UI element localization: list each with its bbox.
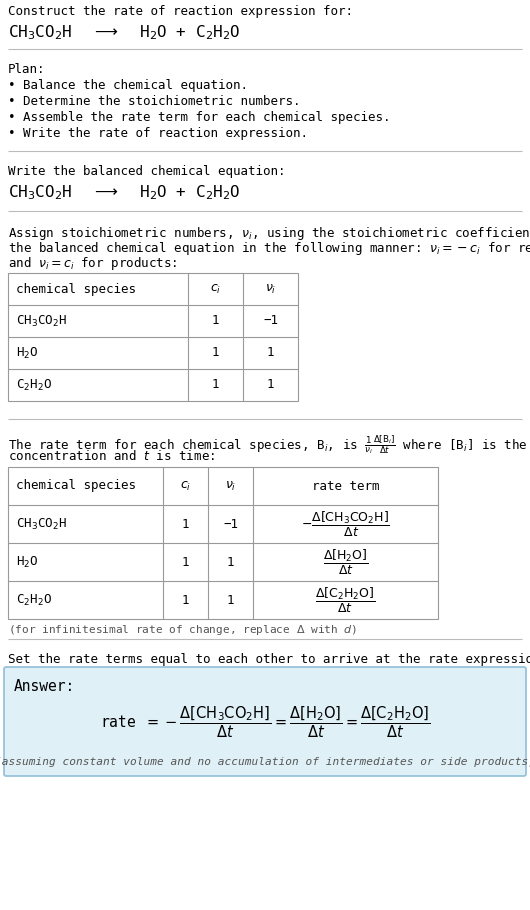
Text: 1: 1 bbox=[212, 315, 219, 328]
Text: C$_2$H$_2$O: C$_2$H$_2$O bbox=[16, 378, 52, 392]
Text: −1: −1 bbox=[223, 518, 238, 531]
Text: $\nu_i$: $\nu_i$ bbox=[225, 480, 236, 492]
Text: 1: 1 bbox=[182, 555, 189, 569]
Text: Answer:: Answer: bbox=[14, 679, 75, 694]
Text: 1: 1 bbox=[267, 379, 274, 391]
Text: 1: 1 bbox=[182, 518, 189, 531]
Text: • Assemble the rate term for each chemical species.: • Assemble the rate term for each chemic… bbox=[8, 111, 391, 124]
Text: Plan:: Plan: bbox=[8, 63, 46, 76]
Text: CH$_3$CO$_2$H: CH$_3$CO$_2$H bbox=[16, 517, 67, 531]
Text: (assuming constant volume and no accumulation of intermediates or side products): (assuming constant volume and no accumul… bbox=[0, 757, 530, 767]
Text: 1: 1 bbox=[212, 379, 219, 391]
Text: 1: 1 bbox=[267, 347, 274, 359]
Text: $c_i$: $c_i$ bbox=[210, 282, 221, 296]
Text: • Balance the chemical equation.: • Balance the chemical equation. bbox=[8, 79, 248, 92]
Text: Write the balanced chemical equation:: Write the balanced chemical equation: bbox=[8, 165, 286, 178]
Text: $c_i$: $c_i$ bbox=[180, 480, 191, 492]
Text: rate $= -\dfrac{\Delta[\mathrm{CH_3CO_2H}]}{\Delta t} = \dfrac{\Delta[\mathrm{H_: rate $= -\dfrac{\Delta[\mathrm{CH_3CO_2H… bbox=[100, 704, 430, 740]
Bar bbox=[8, 467, 438, 619]
Text: rate term: rate term bbox=[312, 480, 379, 492]
Text: −1: −1 bbox=[263, 315, 278, 328]
Text: $\dfrac{\Delta[\mathrm{C_2H_2O}]}{\Delta t}$: $\dfrac{\Delta[\mathrm{C_2H_2O}]}{\Delta… bbox=[315, 585, 376, 614]
Text: • Determine the stoichiometric numbers.: • Determine the stoichiometric numbers. bbox=[8, 95, 301, 108]
Text: concentration and $t$ is time:: concentration and $t$ is time: bbox=[8, 449, 215, 463]
Text: chemical species: chemical species bbox=[16, 480, 136, 492]
Text: the balanced chemical equation in the following manner: $\nu_i = -c_i$ for react: the balanced chemical equation in the fo… bbox=[8, 240, 530, 257]
Text: $-\dfrac{\Delta[\mathrm{CH_3CO_2H}]}{\Delta t}$: $-\dfrac{\Delta[\mathrm{CH_3CO_2H}]}{\De… bbox=[301, 510, 390, 539]
Text: The rate term for each chemical species, B$_i$, is $\frac{1}{\nu_i}\frac{\Delta[: The rate term for each chemical species,… bbox=[8, 433, 530, 456]
Text: $\nu_i$: $\nu_i$ bbox=[265, 282, 276, 296]
Text: C$_2$H$_2$O: C$_2$H$_2$O bbox=[16, 592, 52, 608]
Text: and $\nu_i = c_i$ for products:: and $\nu_i = c_i$ for products: bbox=[8, 255, 177, 272]
Text: chemical species: chemical species bbox=[16, 282, 136, 296]
Text: H$_2$O: H$_2$O bbox=[16, 554, 39, 570]
Text: CH$_3$CO$_2$H: CH$_3$CO$_2$H bbox=[16, 313, 67, 329]
Text: CH$_3$CO$_2$H  $\longrightarrow$  H$_2$O + C$_2$H$_2$O: CH$_3$CO$_2$H $\longrightarrow$ H$_2$O +… bbox=[8, 23, 241, 42]
Text: (for infinitesimal rate of change, replace $\Delta$ with $d$): (for infinitesimal rate of change, repla… bbox=[8, 623, 357, 637]
Text: Construct the rate of reaction expression for:: Construct the rate of reaction expressio… bbox=[8, 5, 353, 18]
Text: 1: 1 bbox=[227, 593, 234, 606]
Text: 1: 1 bbox=[182, 593, 189, 606]
Bar bbox=[8, 273, 298, 401]
Text: $\dfrac{\Delta[\mathrm{H_2O}]}{\Delta t}$: $\dfrac{\Delta[\mathrm{H_2O}]}{\Delta t}… bbox=[323, 548, 368, 577]
Text: H$_2$O: H$_2$O bbox=[16, 346, 39, 360]
Text: Assign stoichiometric numbers, $\nu_i$, using the stoichiometric coefficients, $: Assign stoichiometric numbers, $\nu_i$, … bbox=[8, 225, 530, 242]
FancyBboxPatch shape bbox=[4, 667, 526, 776]
Text: 1: 1 bbox=[227, 555, 234, 569]
Text: CH$_3$CO$_2$H  $\longrightarrow$  H$_2$O + C$_2$H$_2$O: CH$_3$CO$_2$H $\longrightarrow$ H$_2$O +… bbox=[8, 183, 241, 202]
Text: • Write the rate of reaction expression.: • Write the rate of reaction expression. bbox=[8, 127, 308, 140]
Text: 1: 1 bbox=[212, 347, 219, 359]
Text: Set the rate terms equal to each other to arrive at the rate expression:: Set the rate terms equal to each other t… bbox=[8, 653, 530, 666]
